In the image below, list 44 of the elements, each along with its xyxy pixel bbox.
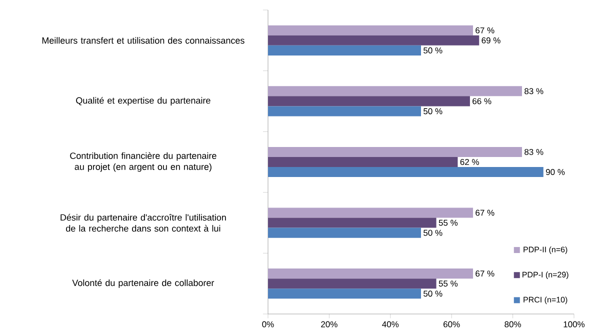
bar xyxy=(268,288,421,299)
legend-label: PDP-I (n=29) xyxy=(522,271,568,279)
bar xyxy=(268,86,522,96)
data-label: 50 % xyxy=(424,108,442,114)
data-label: 67 % xyxy=(476,210,494,216)
data-label: 83 % xyxy=(524,148,544,155)
x-tick-label: 60% xyxy=(444,321,460,328)
data-label: 55 % xyxy=(438,280,458,287)
data-label: 50 % xyxy=(424,230,442,236)
bar xyxy=(268,96,470,106)
bar xyxy=(268,278,436,289)
data-label: 90 % xyxy=(546,168,565,175)
x-tick-label: 80% xyxy=(504,321,522,328)
data-label: 66 % xyxy=(472,98,492,104)
bar xyxy=(268,218,436,228)
x-tick-label: 40% xyxy=(382,321,399,328)
data-label: 67 % xyxy=(476,27,494,34)
bar xyxy=(268,106,421,116)
bar xyxy=(268,25,474,36)
bar xyxy=(268,208,474,218)
bar xyxy=(268,268,474,279)
x-tick-label: 0% xyxy=(262,321,274,328)
bar xyxy=(268,35,480,46)
x-tick-label: 20% xyxy=(321,321,338,328)
y-tick-label: Volonté du partenaire de collaborer xyxy=(72,279,214,288)
bar xyxy=(268,166,544,177)
y-tick-label: Qualité et expertise du partenaire xyxy=(76,96,210,106)
data-label: 50 % xyxy=(424,290,442,297)
bar xyxy=(268,45,421,56)
bar xyxy=(268,156,458,167)
data-label: 83 % xyxy=(524,88,544,94)
y-tick-label: Désir du partenaire d'accroître l'utilisation de la recherche dans son context à lui xyxy=(60,214,226,232)
data-label: 55 % xyxy=(438,220,458,226)
y-tick-label: Meilleurs transfert et utilisation des connaissances xyxy=(42,37,244,44)
bar xyxy=(268,228,421,238)
bar xyxy=(268,146,522,157)
data-label: 50 % xyxy=(424,47,442,54)
legend-label: PDP-II (n=6) xyxy=(524,246,568,254)
data-label: 62 % xyxy=(460,158,479,165)
y-tick-label: Contribution financière du partenaire au projet (en argent ou en nature) xyxy=(70,152,216,172)
legend-label: PRCI (n=10) xyxy=(524,296,568,304)
x-tick-label: 100% xyxy=(564,321,585,328)
data-label: 67 % xyxy=(476,270,494,276)
data-label: 69 % xyxy=(482,37,500,44)
